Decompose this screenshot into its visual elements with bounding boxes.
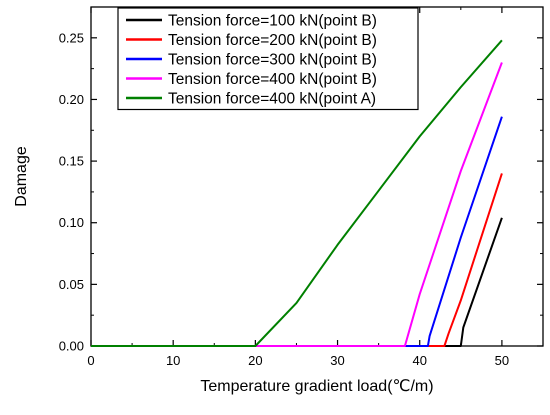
series-line-4 <box>91 62 503 347</box>
x-tick-label: 20 <box>248 353 262 368</box>
x-tick-label: 30 <box>330 353 344 368</box>
series-line-1 <box>91 217 503 347</box>
x-tick-label: 50 <box>495 353 509 368</box>
x-tick-label: 10 <box>166 353 180 368</box>
legend-box <box>117 7 419 111</box>
y-tick-label: 0.25 <box>59 30 84 45</box>
x-axis-title: Temperature gradient load(℃/m) <box>200 378 433 395</box>
y-tick-label: 0.00 <box>59 339 84 354</box>
y-tick-label: 0.15 <box>59 154 84 169</box>
y-tick-label: 0.05 <box>59 277 84 292</box>
series-line-2 <box>91 173 503 347</box>
legend-label: Tension force=100 kN(point B) <box>168 13 377 30</box>
y-tick-label: 0.10 <box>59 215 84 230</box>
x-tick-label: 40 <box>412 353 426 368</box>
series-lines <box>91 39 503 347</box>
y-axis-title: Damage <box>13 146 30 207</box>
series-line-5 <box>91 39 503 347</box>
legend-label: Tension force=200 kN(point B) <box>168 32 377 49</box>
y-tick-label: 0.20 <box>59 92 84 107</box>
legend-label: Tension force=400 kN(point B) <box>168 71 377 88</box>
legend-label: Tension force=400 kN(point A) <box>168 91 376 108</box>
legend: Tension force=100 kN(point B) Tension for… <box>117 7 419 111</box>
legend-label: Tension force=300 kN(point B) <box>168 52 377 69</box>
x-tick-label: 0 <box>87 353 94 368</box>
